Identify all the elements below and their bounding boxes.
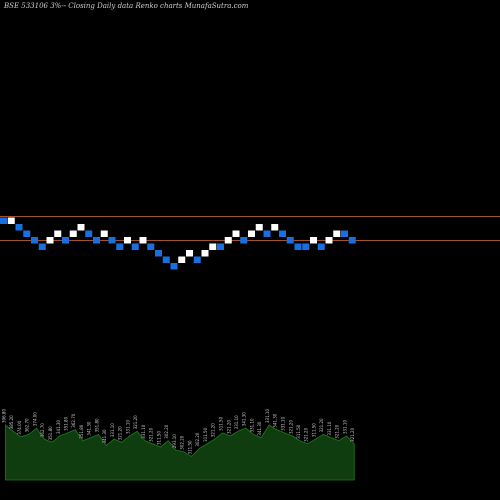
volume-label: 362.70 [40,423,45,437]
renko-brick-up [333,230,341,237]
renko-brick-down [62,237,69,244]
renko-brick-down [286,237,294,244]
volume-label: 351.80 [79,424,84,438]
renko-brick-down [162,256,170,263]
renko-brick-up [7,217,15,224]
chart-title: BSE 533106 3%-- Closing Daily data Renko… [4,2,249,10]
renko-brick-down [240,237,248,244]
volume-label: 331.10 [234,415,239,429]
volume-label: 321.20 [319,418,324,432]
renko-brick-down [170,263,178,270]
volume-label: 293.10 [172,434,177,448]
volume-label: 321.20 [304,427,309,441]
renko-brick-up [271,224,279,231]
renko-brick-up [69,230,77,237]
renko-bricks [0,217,356,270]
renko-brick-up [232,230,240,237]
renko-brick-down [279,230,286,237]
volume-label: 311.50 [312,423,317,437]
volume-label: 321.20 [288,420,293,434]
renko-brick-down [294,243,302,250]
volume-label: 341.30 [257,421,262,435]
volume-label: 321.20 [350,427,355,441]
renko-brick-up [186,250,193,257]
renko-brick-up [46,237,54,244]
volume-label: 341.30 [242,412,247,426]
renko-brick-up [325,237,333,244]
renko-brick-down [23,230,31,237]
volume-label: 311.50 [188,440,193,454]
renko-brick-up [77,224,85,231]
renko-brick-up [224,237,232,244]
volume-label: 341.30 [87,421,92,435]
volume-label: 321.20 [226,420,231,434]
renko-brick-up [310,237,317,244]
volume-label: 311.50 [157,431,162,445]
volume-label: 331.10 [281,416,286,430]
renko-brick-up [139,237,147,244]
volume-label: 311.50 [219,416,224,430]
volume-label: 385.20 [9,415,14,429]
volume-label: 331.10 [250,418,255,432]
renko-brick-down [93,237,100,244]
volume-label: 341.30 [56,420,61,434]
volume-label: 321.20 [149,427,154,441]
volume-label: 362.70 [71,413,76,427]
volume-label: 321.20 [118,426,123,440]
volume-label: 331.10 [126,420,131,434]
volume-label: 302.20 [195,432,200,446]
volume-label: 341.30 [273,413,278,427]
renko-brick-down [341,230,348,237]
renko-brick-up [178,256,186,263]
renko-brick-up [100,230,108,237]
volume-label: 351.80 [48,426,53,440]
volume-label: 374.00 [17,420,22,434]
volume-label: 302.20 [164,424,169,438]
renko-brick-up [248,230,255,237]
renko-brick-down [193,256,201,263]
volume-label: 374.00 [33,412,38,426]
renko-brick-up [201,250,209,257]
renko-brick-down [0,217,7,224]
renko-brick-down [317,243,325,250]
volume-label: 311.50 [203,427,208,441]
volume-area [5,424,355,481]
renko-brick-down [263,230,271,237]
renko-brick-down [15,224,23,231]
renko-brick-down [348,237,356,244]
volume-label: 321.20 [211,423,216,437]
volume-label: 362.70 [25,418,30,432]
renko-brick-down [116,243,124,250]
volume-label: 396.80 [2,409,7,423]
volume-label: 351.80 [95,418,100,432]
renko-brick-down [85,230,93,237]
renko-brick-up [124,237,131,244]
volume-label: 311.50 [296,424,301,438]
volume-label: 331.10 [343,420,348,434]
volume-label: 351.80 [64,416,69,430]
volume-label: 331.10 [141,424,146,438]
renko-brick-up [209,243,217,250]
volume-label: 331.10 [265,409,270,423]
renko-brick-down [147,243,155,250]
volume-label: 331.10 [327,421,332,435]
renko-brick-up [54,230,62,237]
volume-label: 302.20 [180,435,185,449]
renko-brick-down [108,237,116,244]
renko-brick-down [131,243,139,250]
renko-brick-up [255,224,263,231]
volume-label: 341.30 [102,429,107,443]
renko-brick-down [302,243,310,250]
volume-label: 321.20 [335,424,340,438]
renko-brick-down [155,250,162,257]
volume-label: 321.20 [133,415,138,429]
renko-brick-down [38,243,46,250]
renko-brick-down [31,237,38,244]
renko-brick-down [217,243,224,250]
volume-label: 331.10 [110,423,115,437]
reference-lines [0,216,500,241]
